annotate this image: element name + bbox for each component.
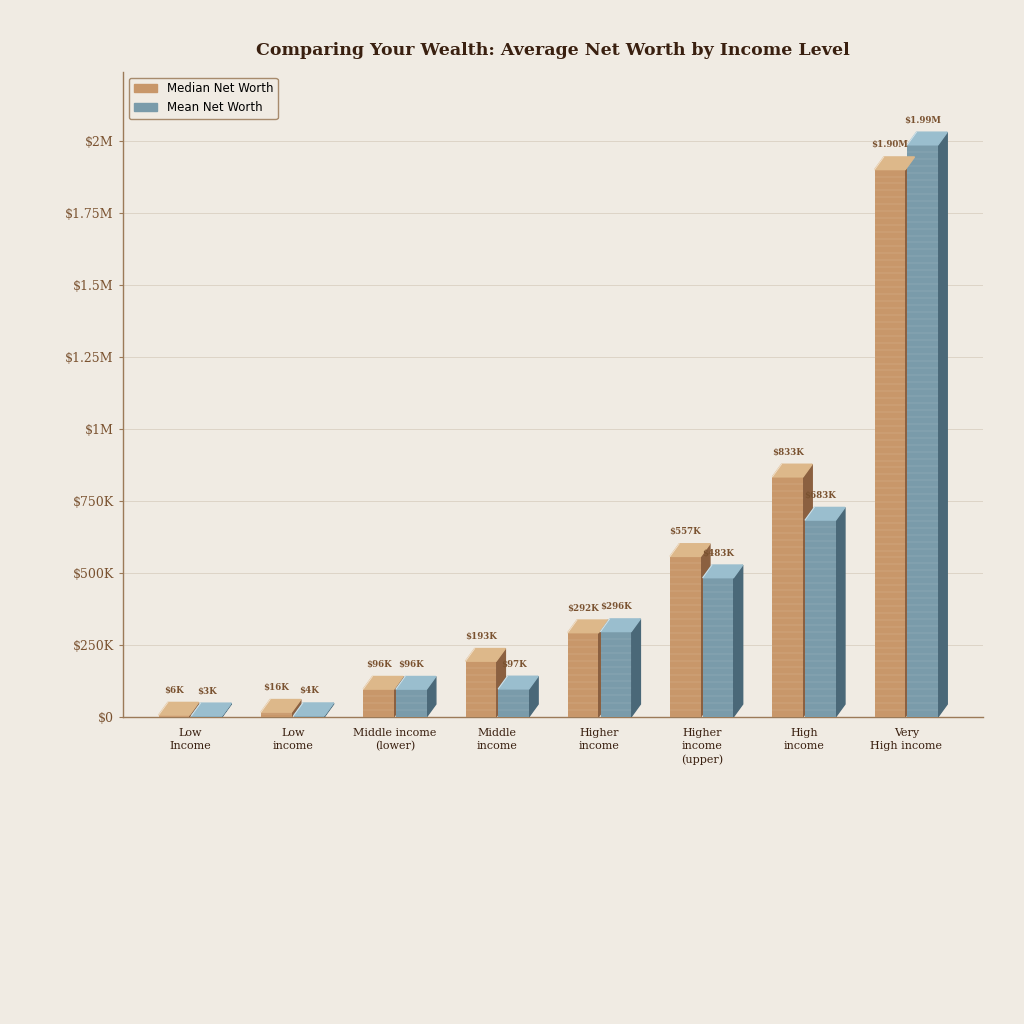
Polygon shape bbox=[772, 464, 812, 477]
Polygon shape bbox=[497, 648, 506, 717]
Bar bbox=[670, 556, 700, 717]
Text: $1.90M: $1.90M bbox=[871, 140, 908, 150]
Polygon shape bbox=[159, 702, 199, 715]
Polygon shape bbox=[567, 621, 607, 633]
Polygon shape bbox=[191, 703, 231, 716]
Text: $16K: $16K bbox=[263, 683, 289, 692]
Polygon shape bbox=[364, 677, 403, 689]
Text: $833K: $833K bbox=[772, 447, 804, 457]
Bar bbox=[364, 689, 394, 717]
Polygon shape bbox=[836, 508, 845, 717]
Text: $6K: $6K bbox=[164, 686, 184, 695]
Bar bbox=[874, 170, 905, 717]
Polygon shape bbox=[938, 132, 947, 717]
Bar bbox=[294, 716, 325, 717]
Text: $96K: $96K bbox=[366, 660, 391, 669]
Bar bbox=[499, 689, 529, 717]
Text: $557K: $557K bbox=[670, 527, 701, 537]
Bar bbox=[567, 633, 598, 717]
Polygon shape bbox=[222, 703, 231, 717]
Polygon shape bbox=[292, 699, 301, 717]
Polygon shape bbox=[394, 677, 403, 717]
Polygon shape bbox=[600, 618, 640, 632]
Polygon shape bbox=[905, 157, 914, 717]
Polygon shape bbox=[907, 132, 947, 144]
Text: $193K: $193K bbox=[465, 632, 497, 641]
Text: $4K: $4K bbox=[299, 686, 318, 695]
Polygon shape bbox=[325, 703, 334, 717]
Text: $483K: $483K bbox=[702, 549, 734, 557]
Bar bbox=[159, 715, 189, 717]
Polygon shape bbox=[874, 157, 914, 170]
Polygon shape bbox=[261, 699, 301, 713]
Polygon shape bbox=[466, 648, 506, 662]
Text: $96K: $96K bbox=[398, 660, 424, 669]
Text: $683K: $683K bbox=[805, 490, 837, 500]
Polygon shape bbox=[670, 544, 710, 556]
Polygon shape bbox=[733, 565, 742, 717]
Text: $1.99M: $1.99M bbox=[904, 116, 941, 125]
Bar bbox=[907, 144, 938, 717]
Polygon shape bbox=[294, 703, 334, 716]
Polygon shape bbox=[803, 464, 812, 717]
Polygon shape bbox=[631, 618, 640, 717]
Bar bbox=[261, 713, 292, 717]
Polygon shape bbox=[805, 508, 845, 520]
Polygon shape bbox=[598, 621, 607, 717]
Polygon shape bbox=[427, 677, 436, 717]
Polygon shape bbox=[529, 676, 539, 717]
Bar bbox=[396, 689, 427, 717]
Bar bbox=[466, 662, 497, 717]
Polygon shape bbox=[189, 702, 199, 717]
Polygon shape bbox=[702, 565, 742, 578]
Legend: Median Net Worth, Mean Net Worth: Median Net Worth, Mean Net Worth bbox=[129, 78, 278, 119]
Text: $292K: $292K bbox=[567, 603, 599, 612]
Bar bbox=[805, 520, 836, 717]
Text: $296K: $296K bbox=[600, 602, 632, 611]
Polygon shape bbox=[499, 676, 539, 689]
Polygon shape bbox=[396, 677, 436, 689]
Bar bbox=[702, 578, 733, 717]
Polygon shape bbox=[700, 544, 710, 717]
Text: $3K: $3K bbox=[197, 687, 217, 695]
Text: $97K: $97K bbox=[501, 659, 526, 669]
Bar bbox=[772, 477, 803, 717]
Title: Comparing Your Wealth: Average Net Worth by Income Level: Comparing Your Wealth: Average Net Worth… bbox=[256, 42, 850, 59]
Bar bbox=[600, 632, 631, 717]
